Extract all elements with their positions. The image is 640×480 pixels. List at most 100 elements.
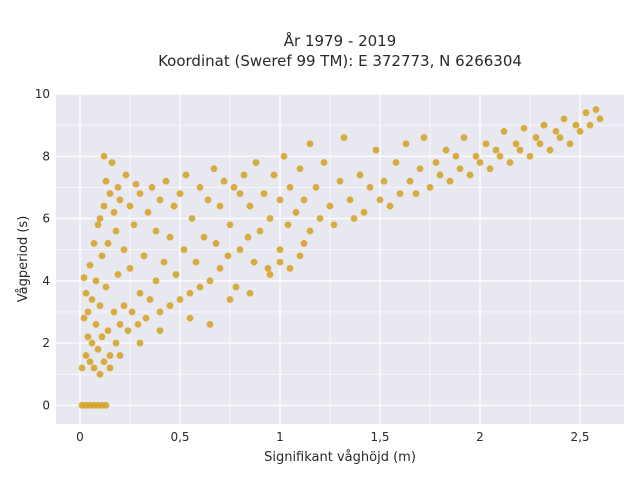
data-point [156,308,164,316]
y-tick-label: 10 [35,87,50,101]
data-point [196,183,204,191]
data-point [306,140,314,148]
data-point [98,252,106,260]
data-point [176,296,184,303]
data-point [276,246,284,254]
data-point [472,152,480,160]
data-point [566,140,574,148]
data-point [300,240,308,247]
data-point [176,190,184,198]
data-point [292,208,300,216]
data-point [232,283,240,291]
data-point [210,165,218,173]
data-point [92,277,100,285]
data-point [244,233,252,241]
data-points [78,106,604,409]
data-point [156,327,164,335]
y-axis-label: Vågperiod (s) [16,216,31,303]
data-point [128,308,136,316]
data-point [432,159,440,166]
data-point [256,227,264,235]
y-tick-label: 8 [42,149,50,163]
data-point [80,314,88,322]
data-point [126,264,134,272]
data-point [144,208,152,216]
data-point [460,134,468,141]
data-point [100,202,108,210]
data-point [366,183,374,191]
data-point [126,202,134,210]
data-point [276,196,284,204]
data-point [316,215,324,222]
data-point [146,296,154,303]
data-point [110,208,118,216]
data-point [86,261,94,269]
data-point [466,171,474,179]
data-point [456,165,464,173]
x-tick-label: 1 [276,430,284,444]
data-point [122,171,130,179]
chart-subtitle: Koordinat (Sweref 99 TM): E 372773, N 62… [158,52,522,70]
data-point [572,121,580,129]
data-point [112,339,120,347]
data-point [536,140,544,148]
data-point [420,134,428,141]
data-point [96,302,104,310]
data-point [136,339,144,347]
data-point [96,215,104,222]
data-point [116,320,124,328]
data-point [182,171,190,179]
data-point [80,274,88,282]
y-tick-label: 2 [42,336,50,350]
data-point [476,159,484,166]
data-point [312,183,320,191]
data-point [114,183,122,191]
data-point [188,215,196,222]
data-point [204,196,212,204]
data-point [416,165,424,173]
data-point [224,252,232,260]
chart-title: År 1979 - 2019 [284,31,397,50]
data-point [220,177,228,185]
data-point [392,159,400,166]
data-point [506,159,514,166]
data-point [576,127,584,135]
data-point [406,177,414,185]
y-tick-labels: 0 2 4 6 8 10 [35,87,50,412]
data-point [160,258,168,266]
y-tick-label: 0 [42,398,50,412]
data-point [320,159,328,166]
data-point [560,115,568,123]
data-point [216,264,224,272]
data-point [94,221,102,229]
data-point [166,302,174,310]
data-point [82,352,90,359]
data-point [266,215,274,222]
data-point [110,308,118,316]
data-point [88,339,96,347]
data-point [102,283,110,291]
data-point [82,289,90,297]
data-point [500,127,508,135]
data-point [104,240,112,247]
data-point [280,152,288,160]
data-point [116,196,124,204]
data-point [102,177,110,185]
data-point [426,183,434,191]
data-point [136,289,144,297]
data-point [90,240,98,247]
data-point [78,364,86,372]
data-point [340,134,348,141]
data-point [106,190,114,198]
data-point [284,221,292,229]
data-point [540,121,548,129]
data-point [532,134,540,141]
data-point [140,252,148,260]
data-point [84,333,92,341]
data-point [264,264,272,272]
data-point [172,271,180,278]
data-point [596,115,604,123]
data-point [436,171,444,179]
data-point [356,171,364,179]
data-point [380,177,388,185]
